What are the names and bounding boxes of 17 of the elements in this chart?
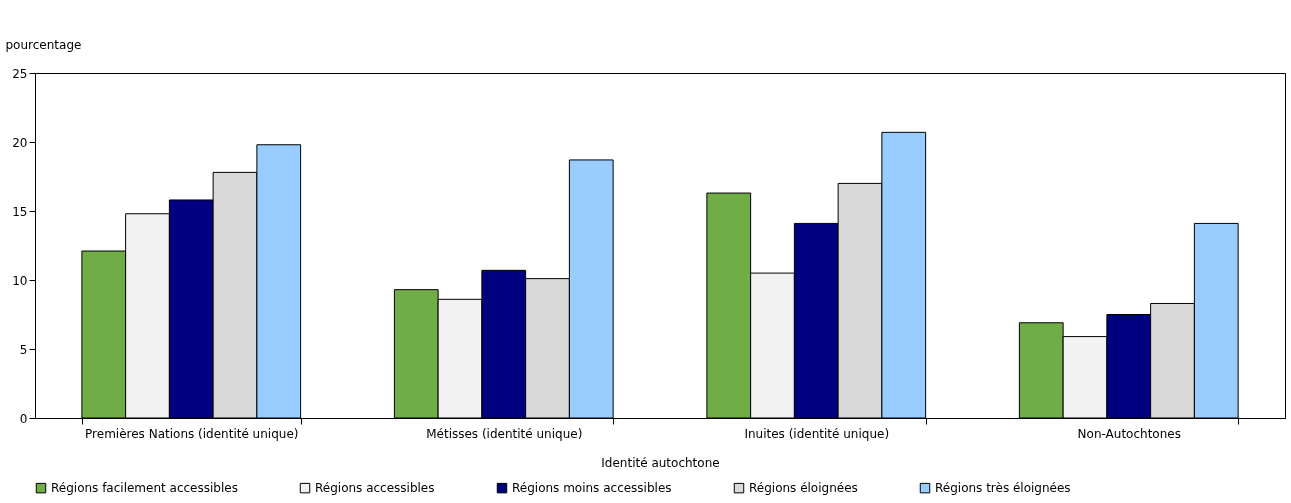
y-axis-title: pourcentage — [5, 37, 82, 52]
legend-label: Régions accessibles — [315, 481, 435, 496]
y-tick-label: 20 — [12, 135, 28, 150]
legend-label: Régions moins accessibles — [512, 481, 672, 496]
y-tick-label: 15 — [12, 204, 28, 219]
legend-label: Régions éloignées — [749, 481, 858, 496]
x-tick-label: Inuites (identité unique) — [744, 426, 890, 441]
y-tick-label: 25 — [12, 66, 28, 81]
legend-label: Régions très éloignées — [935, 481, 1071, 496]
x-tick-label: Non-Autochtones — [1077, 426, 1181, 441]
y-tick-label: 10 — [12, 273, 28, 288]
x-tick-label: Métisses (identité unique) — [426, 426, 583, 441]
x-tick-label: Premières Nations (identité unique) — [85, 426, 299, 441]
y-tick-label: 5 — [19, 342, 28, 357]
y-tick-label: 0 — [19, 411, 28, 426]
x-axis-title: Identité autochtone — [601, 455, 720, 470]
legend-label: Régions facilement accessibles — [51, 481, 238, 496]
